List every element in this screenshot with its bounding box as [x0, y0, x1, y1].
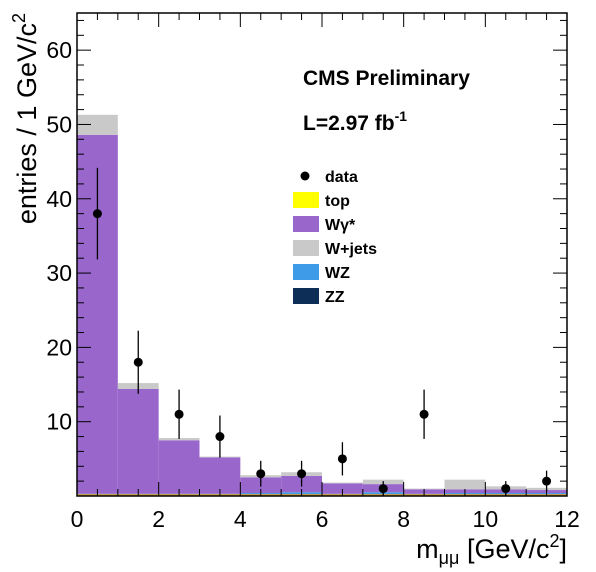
legend-label: top — [325, 193, 350, 210]
legend-data-marker — [300, 171, 310, 181]
x-axis-label: mμμ [GeV/c2] — [416, 531, 567, 568]
legend-swatch — [293, 240, 319, 256]
legend-swatch — [293, 192, 319, 208]
x-tick-label: 12 — [554, 506, 580, 532]
data-point — [501, 484, 511, 494]
y-tick-label: 40 — [46, 186, 72, 212]
bar-series-2-bin-1 — [117, 388, 159, 494]
data-point — [419, 409, 429, 419]
data-point — [215, 432, 225, 442]
data-point — [174, 409, 184, 419]
data-point — [378, 484, 388, 494]
bar-series-3-bin-9 — [444, 479, 486, 490]
x-tick-label: 10 — [473, 506, 499, 532]
luminosity-label: L=2.97 fb-1 — [303, 108, 407, 135]
axis-ticks: 0 2 4 6 8 10 12 10 20 30 40 50 60 — [46, 13, 580, 532]
stacked-bars — [77, 114, 567, 496]
bar-series-3-bin-2 — [158, 438, 200, 441]
data-point — [297, 469, 307, 479]
data-point — [133, 357, 143, 367]
cms-preliminary-label: CMS Preliminary — [303, 67, 470, 90]
legend-swatch — [293, 216, 319, 232]
data-point — [542, 476, 552, 486]
y-tick-label: 30 — [46, 260, 72, 286]
legend-label: Wγ* — [325, 217, 356, 234]
bar-series-2-bin-3 — [199, 457, 241, 494]
x-tick-label: 0 — [71, 506, 84, 532]
legend-swatch — [293, 264, 319, 280]
data-point — [256, 469, 266, 479]
bar-series-3-bin-6 — [322, 482, 363, 484]
bar-series-3-bin-8 — [403, 488, 445, 490]
y-axis-label: entries / 1 GeV/c2 — [9, 13, 42, 224]
legend-swatch — [293, 288, 319, 304]
bar-series-2-bin-6 — [322, 483, 363, 494]
legend-label: ZZ — [325, 289, 345, 306]
y-tick-label: 20 — [46, 334, 72, 360]
legend-label: data — [325, 169, 358, 186]
y-tick-label: 60 — [46, 37, 72, 63]
legend-label: WZ — [325, 265, 350, 282]
legend-label: W+jets — [325, 241, 377, 258]
x-tick-label: 8 — [397, 506, 410, 532]
y-tick-label: 10 — [46, 409, 72, 435]
legend: data top Wγ* W+jets WZ ZZ — [293, 169, 377, 306]
x-tick-label: 4 — [234, 506, 247, 532]
x-tick-label: 2 — [152, 506, 165, 532]
bar-series-2-bin-2 — [158, 440, 200, 494]
bar-series-3-bin-0 — [77, 114, 118, 135]
data-point — [92, 209, 102, 219]
x-tick-label: 6 — [316, 506, 329, 532]
data-point — [337, 454, 347, 464]
y-tick-label: 50 — [46, 111, 72, 137]
